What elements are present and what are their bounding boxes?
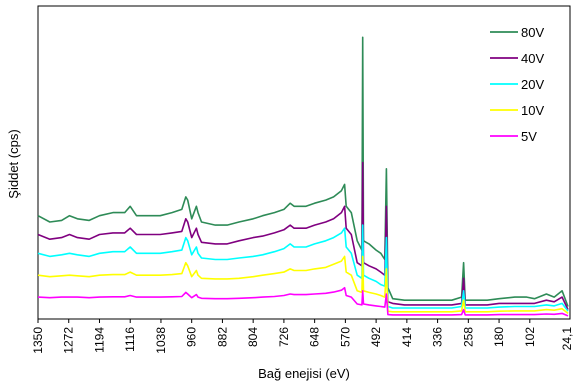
x-tick-label: 492 [369, 327, 383, 347]
series-line-10v [37, 255, 569, 315]
x-tick-label: 1272 [62, 327, 76, 354]
x-tick-label: 882 [215, 327, 229, 347]
x-tick-label: 1116 [123, 327, 137, 352]
x-tick-label: 102 [523, 327, 537, 347]
series-line-40v [37, 161, 569, 310]
legend-label-5v: 5V [521, 129, 537, 144]
x-tick-label: 648 [308, 327, 322, 347]
legend-label-20v: 20V [521, 77, 544, 92]
plot-area-frame [37, 5, 571, 320]
x-tick-label: 960 [185, 327, 199, 347]
x-axis-title: Bağ enejisi (eV) [258, 366, 350, 381]
x-tick-label: 336 [431, 327, 445, 347]
legend: 80V 40V 20V 10V 5V [490, 25, 544, 144]
series-line-20v [37, 224, 569, 312]
legend-label-80v: 80V [521, 25, 544, 40]
series-line-80v [37, 36, 569, 307]
x-tick-label: 258 [461, 327, 475, 347]
legend-label-10v: 10V [521, 103, 544, 118]
x-tick-label: 570 [338, 327, 352, 347]
x-axis-tick-labels: 1350 1272 1194 1116 1038 960 882 804 726 648 570 49… [31, 327, 574, 354]
series-layer [37, 36, 569, 317]
x-tick-label: 1038 [154, 327, 168, 354]
y-axis-title: Şiddet (cps) [6, 129, 21, 198]
x-tick-label: 180 [492, 327, 506, 347]
x-tick-label: 804 [246, 327, 260, 347]
x-tick-label: 1194 [93, 327, 107, 353]
x-tick-label: 726 [277, 327, 291, 347]
legend-label-40v: 40V [521, 51, 544, 66]
x-tick-label: 1350 [31, 327, 45, 354]
x-tick-label: 414 [400, 327, 414, 347]
x-tick-label: 24,1 [560, 327, 574, 351]
series-line-5v [37, 286, 569, 317]
x-axis-ticks [37, 319, 531, 323]
